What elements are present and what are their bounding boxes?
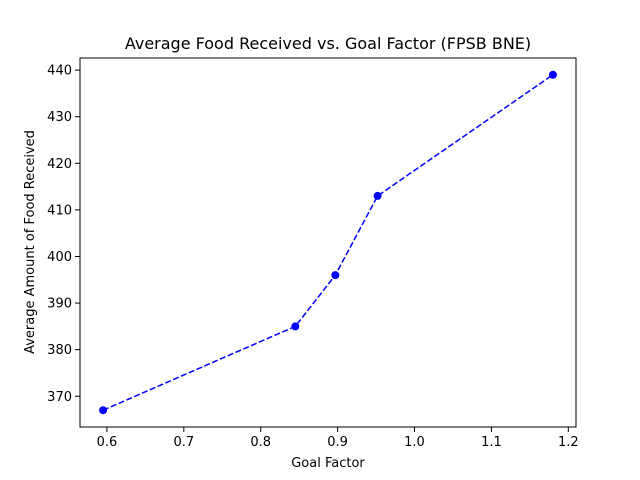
y-axis: 370 380 390 400 410 420 430 440 xyxy=(47,64,80,405)
y-tick-label: 440 xyxy=(47,64,72,79)
y-tick-label: 420 xyxy=(47,157,72,172)
x-tick-label: 1.2 xyxy=(558,435,579,450)
data-point xyxy=(373,191,382,200)
data-point xyxy=(548,70,557,79)
y-tick-label: 390 xyxy=(47,297,72,312)
y-tick-label: 400 xyxy=(47,250,72,265)
chart-title: Average Food Received vs. Goal Factor (F… xyxy=(125,34,531,53)
x-tick-label: 1.0 xyxy=(404,435,425,450)
y-tick-label: 410 xyxy=(47,203,72,218)
x-axis: 0.6 0.7 0.8 0.9 1.0 1.1 1.2 xyxy=(97,427,579,450)
x-tick-label: 1.1 xyxy=(481,435,502,450)
plot-frame xyxy=(79,57,577,428)
y-axis-title: Average Amount of Food Received xyxy=(23,130,38,354)
x-tick-label: 0.6 xyxy=(97,435,118,450)
y-tick-label: 380 xyxy=(47,343,72,358)
data-point xyxy=(291,322,300,331)
data-point xyxy=(99,406,108,415)
x-axis-title: Goal Factor xyxy=(291,456,365,471)
y-tick-label: 430 xyxy=(47,110,72,125)
y-tick-label: 370 xyxy=(47,390,72,405)
x-tick-label: 0.8 xyxy=(250,435,271,450)
series-layer xyxy=(99,70,557,415)
data-point xyxy=(331,271,340,280)
x-tick-label: 0.7 xyxy=(173,435,194,450)
x-tick-label: 0.9 xyxy=(327,435,348,450)
